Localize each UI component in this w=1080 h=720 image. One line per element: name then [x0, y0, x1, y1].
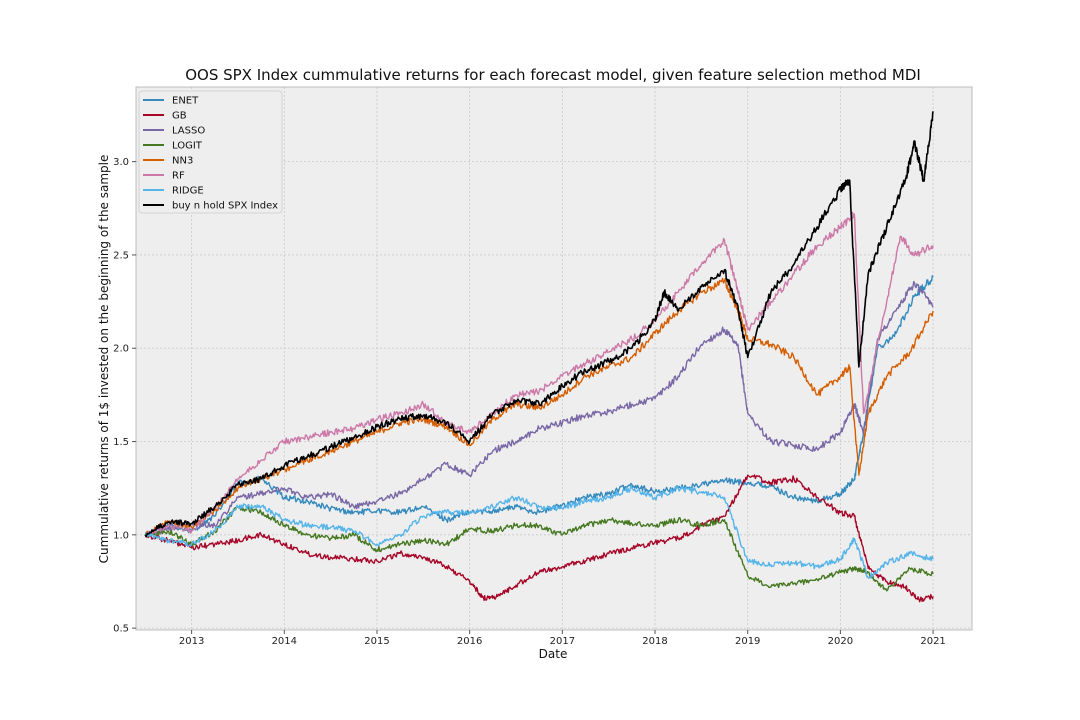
- series-line-ridge: [144, 485, 934, 579]
- legend-label: LASSO: [172, 126, 205, 137]
- x-tick-label: 2013: [179, 636, 204, 647]
- legend-label: NN3: [172, 156, 193, 167]
- series-line-gb: [144, 474, 934, 603]
- legend-label: GB: [172, 111, 187, 122]
- legend-label: buy n hold SPX Index: [172, 201, 278, 212]
- y-tick-label: 2.0: [113, 344, 129, 355]
- y-tick-label: 3.0: [113, 157, 129, 168]
- gridlines: [136, 87, 972, 630]
- series-line-logit: [144, 505, 934, 592]
- x-tick-label: 2014: [272, 636, 297, 647]
- legend-label: RIDGE: [172, 186, 204, 197]
- x-tick-label: 2015: [364, 636, 389, 647]
- y-tick-label: 2.5: [113, 250, 129, 261]
- x-axis-ticks: 2013 2014 2015 2016 2017 2018 2019 2020 2021: [179, 630, 946, 647]
- x-tick-label: 2020: [828, 636, 853, 647]
- legend-label: ENET: [172, 96, 199, 107]
- legend-label: LOGIT: [172, 141, 203, 152]
- legend: ENET GB LASSO LOGIT NN3 RF RIDGE buy n hold SPX…: [138, 90, 283, 214]
- y-tick-label: 0.5: [113, 624, 129, 635]
- chart-title: OOS SPX Index cummulative returns for ea…: [185, 66, 921, 84]
- plot-frame: [135, 86, 973, 631]
- legend-label: RF: [172, 171, 185, 182]
- x-tick-label: 2019: [735, 636, 760, 647]
- series-line-buy-n-hold-spx-index: [144, 111, 934, 538]
- y-axis-ticks: 0.5 1.0 1.5 2.0 2.5 3.0: [113, 157, 136, 635]
- x-tick-label: 2016: [457, 636, 482, 647]
- series-line-nn3: [144, 277, 934, 538]
- series-line-enet: [144, 275, 934, 537]
- legend-box: [138, 90, 283, 214]
- x-tick-label: 2021: [920, 636, 945, 647]
- y-tick-label: 1.5: [113, 437, 129, 448]
- series-layer: [144, 111, 934, 603]
- x-axis-label: Date: [539, 647, 568, 661]
- series-line-rf: [145, 211, 934, 537]
- x-tick-label: 2017: [550, 636, 575, 647]
- x-tick-label: 2018: [642, 636, 667, 647]
- y-axis-label: Cummulative returns of 1$ invested on th…: [97, 155, 111, 564]
- series-line-lasso: [145, 280, 934, 536]
- y-tick-label: 1.0: [113, 530, 129, 541]
